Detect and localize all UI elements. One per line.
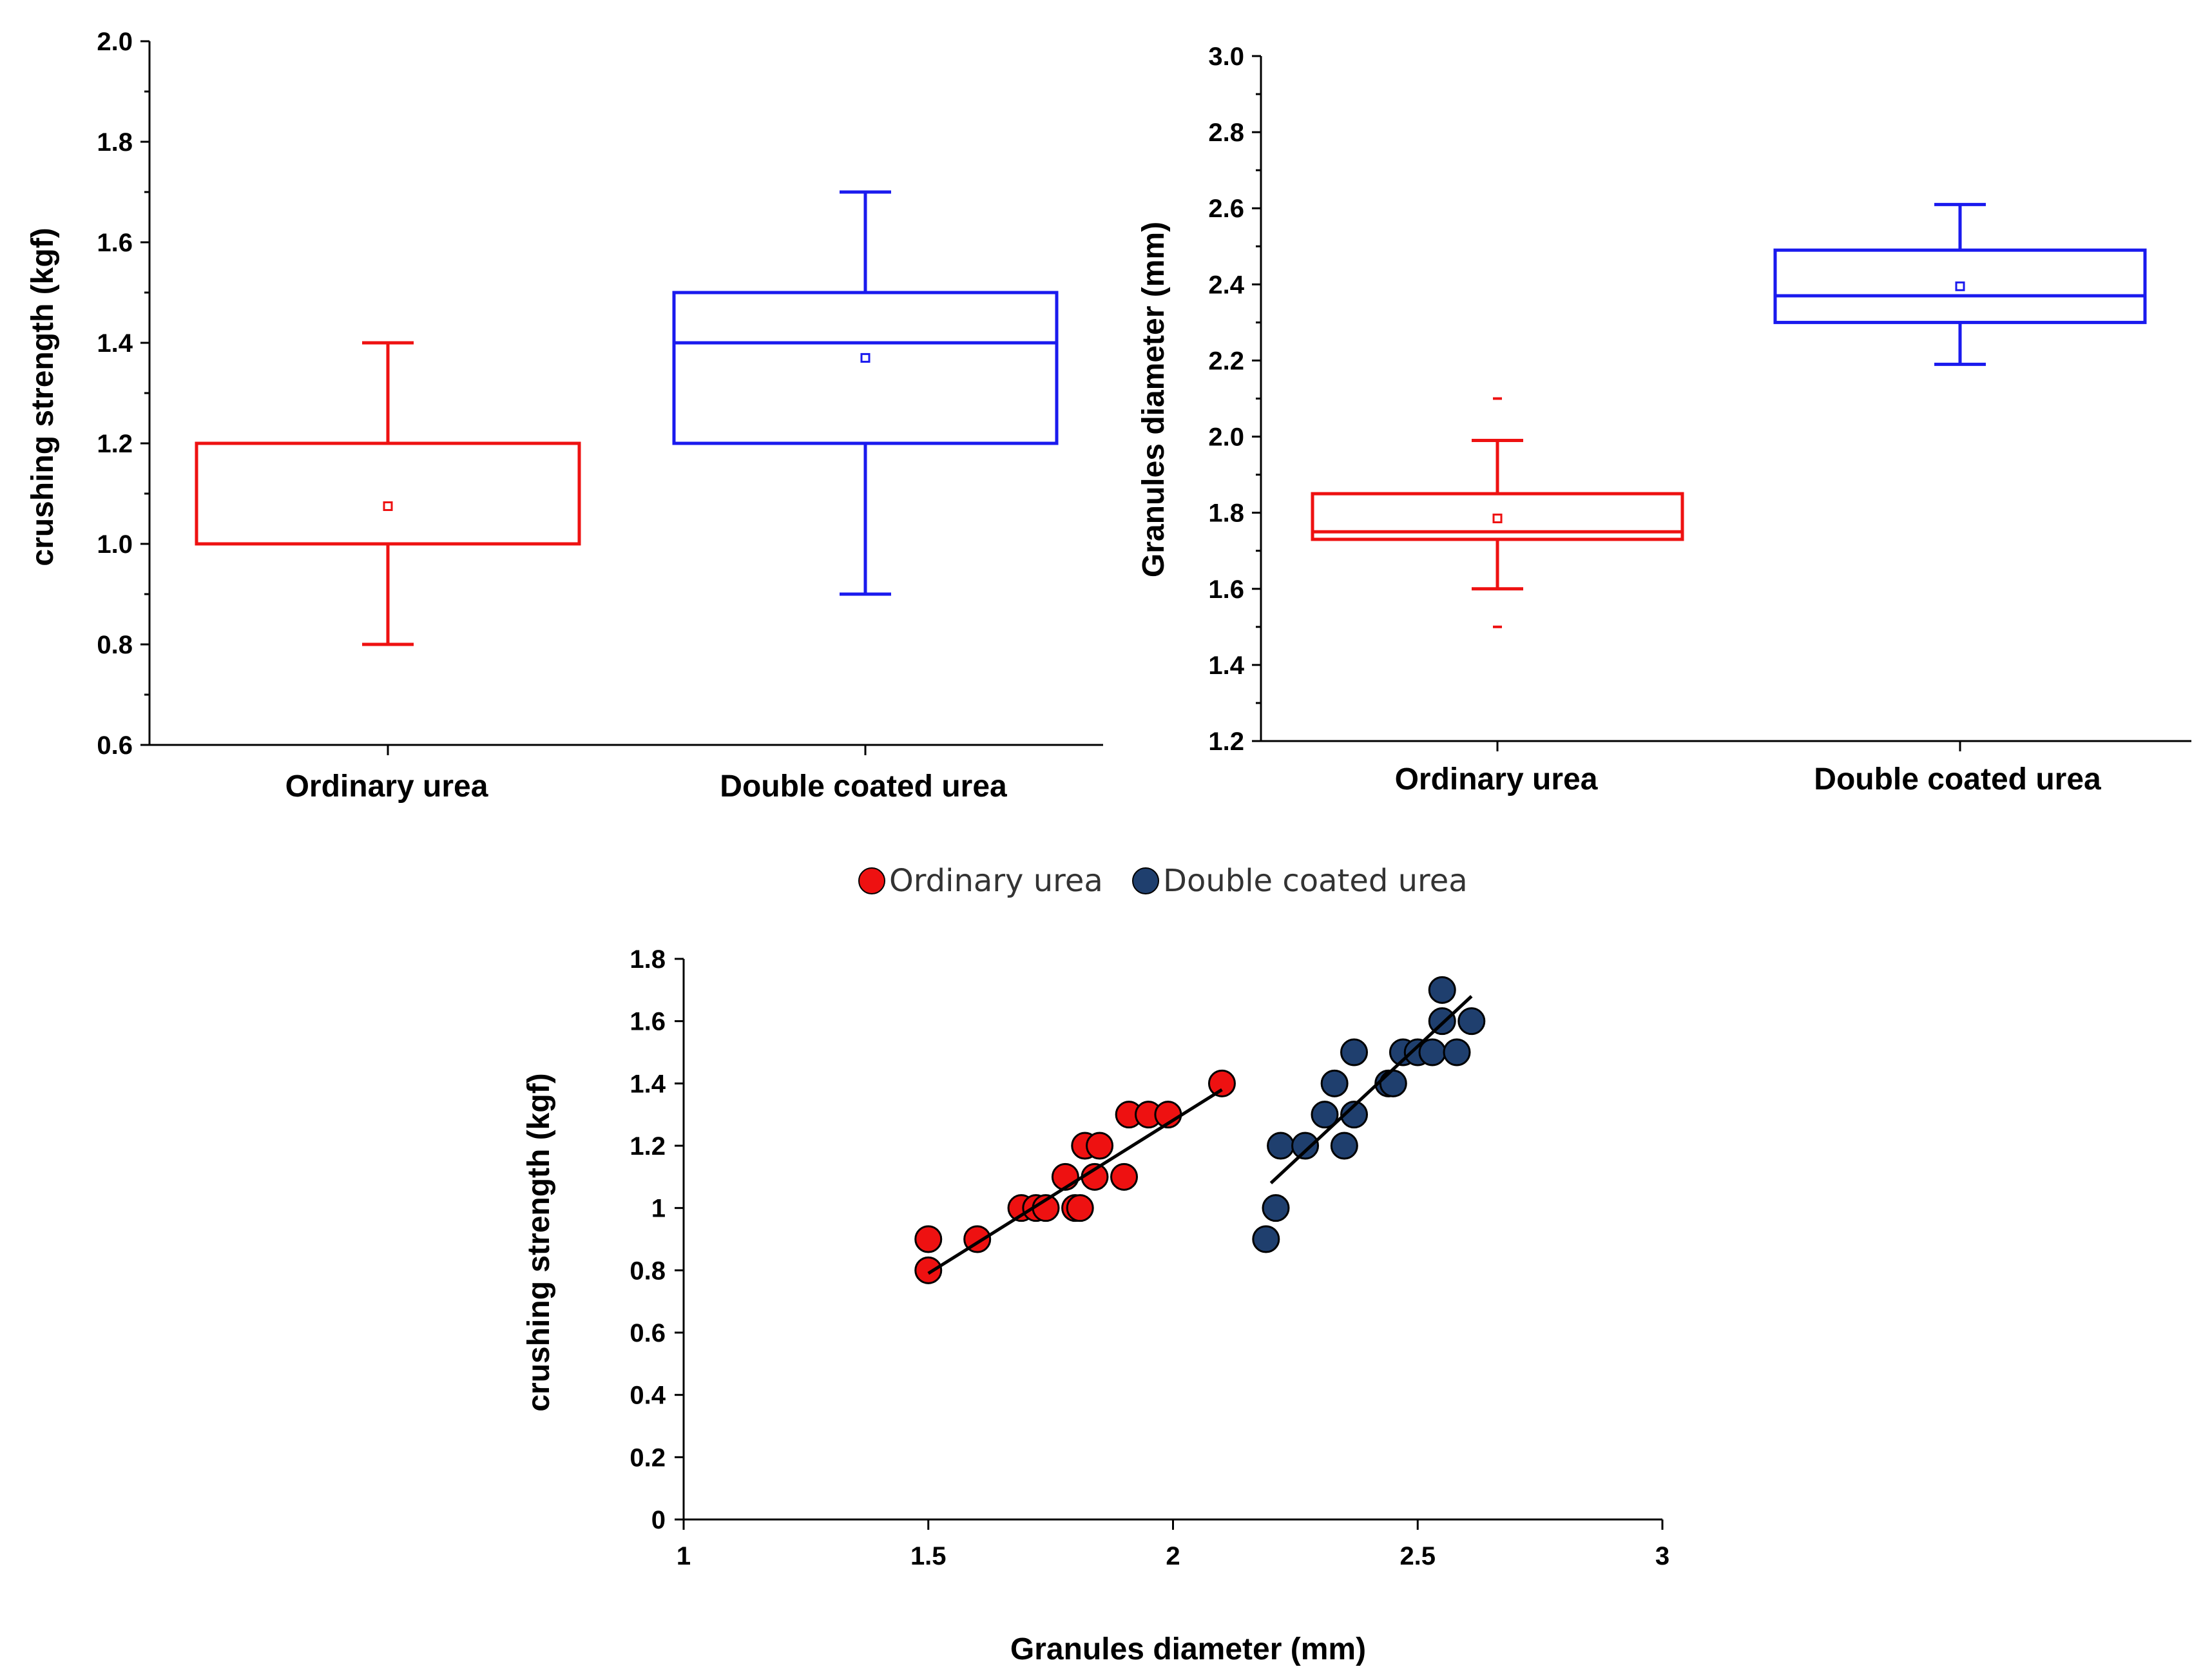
legend-label-double: Double coated urea (1163, 863, 1468, 899)
y-tick-label: 2.4 (1208, 271, 1244, 299)
y-tick-label: 2.0 (97, 28, 133, 56)
point-ordinary (1086, 1132, 1114, 1160)
y-tick-label: 0.8 (630, 1257, 666, 1285)
y-axis-label: Granules diameter (mm) (1137, 222, 1171, 577)
y-tick-label: 1.8 (97, 128, 133, 157)
y-tick-label: 0.4 (630, 1382, 666, 1410)
y-tick-label: 0 (651, 1506, 666, 1534)
mean-marker (383, 501, 393, 511)
point-double (1267, 1132, 1295, 1160)
y-tick-label: 2.0 (1208, 423, 1244, 452)
y-tick-label: 0.6 (97, 731, 133, 760)
point-double (1379, 1069, 1407, 1097)
point-ordinary (1110, 1162, 1139, 1191)
legend-marker-double (1132, 867, 1159, 894)
point-double (1291, 1132, 1320, 1160)
crushing-strength-box-chart: crushing strength (kgf) Ordinary urea Do… (26, 28, 1103, 804)
y-tick-label: 0.8 (97, 631, 133, 659)
y-tick-label: 1.6 (630, 1008, 666, 1036)
y-tick-label: 2.6 (1208, 195, 1244, 223)
category-label-double: Double coated urea (1814, 762, 2101, 796)
y-tick-label: 2.2 (1208, 347, 1244, 375)
category-label-ordinary: Ordinary urea (285, 769, 488, 804)
y-tick-label: 1.2 (630, 1132, 666, 1161)
y-tick-label: 1.4 (1208, 651, 1244, 680)
y-tick-label: 1.8 (630, 945, 666, 974)
box-iqr (1311, 492, 1684, 541)
y-tick-label: 1.4 (630, 1070, 666, 1098)
y-tick-label: 1.2 (97, 430, 133, 458)
y-tick-label: 1.2 (1208, 728, 1244, 756)
y-axis-label: crushing strength (kgf) (522, 1073, 556, 1411)
box-iqr (1773, 248, 2147, 324)
box-iqr (195, 441, 581, 546)
y-tick-label: 1.0 (97, 530, 133, 559)
y-tick-label: 1.6 (97, 229, 133, 257)
category-label-double: Double coated urea (720, 769, 1007, 804)
point-double (1311, 1101, 1339, 1129)
x-axis-label: Granules diameter (mm) (1010, 1632, 1366, 1666)
box-iqr (672, 291, 1059, 445)
strength-vs-diameter-scatter-chart: Ordinary urea Double coated urea crushin… (522, 863, 1669, 1666)
point-double (1443, 1038, 1471, 1066)
legend-marker-ordinary (858, 867, 885, 894)
point-double (1252, 1225, 1280, 1253)
x-tick-label: 3 (1655, 1542, 1669, 1570)
granules-diameter-box-chart: Granules diameter (mm) Ordinary urea Dou… (1137, 43, 2191, 796)
point-ordinary (914, 1225, 943, 1253)
point-double (1330, 1132, 1358, 1160)
trendline-ordinary (927, 1088, 1223, 1275)
point-ordinary (1066, 1194, 1094, 1222)
category-label-ordinary: Ordinary urea (1395, 762, 1598, 796)
point-ordinary (1207, 1069, 1236, 1097)
mean-marker (1492, 514, 1503, 524)
point-double (1340, 1101, 1369, 1129)
point-double (1262, 1194, 1290, 1222)
y-axis-label: crushing strength (kgf) (26, 227, 60, 566)
x-tick-label: 2 (1166, 1542, 1180, 1570)
x-tick-label: 1 (677, 1542, 691, 1570)
point-ordinary (914, 1256, 943, 1284)
x-tick-label: 1.5 (910, 1542, 947, 1570)
point-double (1428, 976, 1456, 1004)
y-tick-label: 1.8 (1208, 499, 1244, 528)
y-tick-label: 1.4 (97, 329, 133, 358)
y-tick-label: 3.0 (1208, 43, 1244, 71)
mean-marker (1955, 281, 1965, 291)
mean-marker (860, 352, 870, 363)
y-tick-label: 0.6 (630, 1319, 666, 1347)
y-tick-label: 0.2 (630, 1443, 666, 1472)
legend: Ordinary urea Double coated urea (858, 863, 1468, 899)
y-tick-label: 1.6 (1208, 575, 1244, 604)
point-double (1457, 1007, 1486, 1036)
y-tick-label: 1 (651, 1195, 666, 1223)
trendline-double (1269, 995, 1473, 1184)
point-double (1320, 1069, 1349, 1097)
y-tick-label: 2.8 (1208, 119, 1244, 147)
point-double (1340, 1038, 1369, 1066)
x-tick-label: 2.5 (1399, 1542, 1436, 1570)
legend-label-ordinary: Ordinary urea (889, 863, 1103, 899)
